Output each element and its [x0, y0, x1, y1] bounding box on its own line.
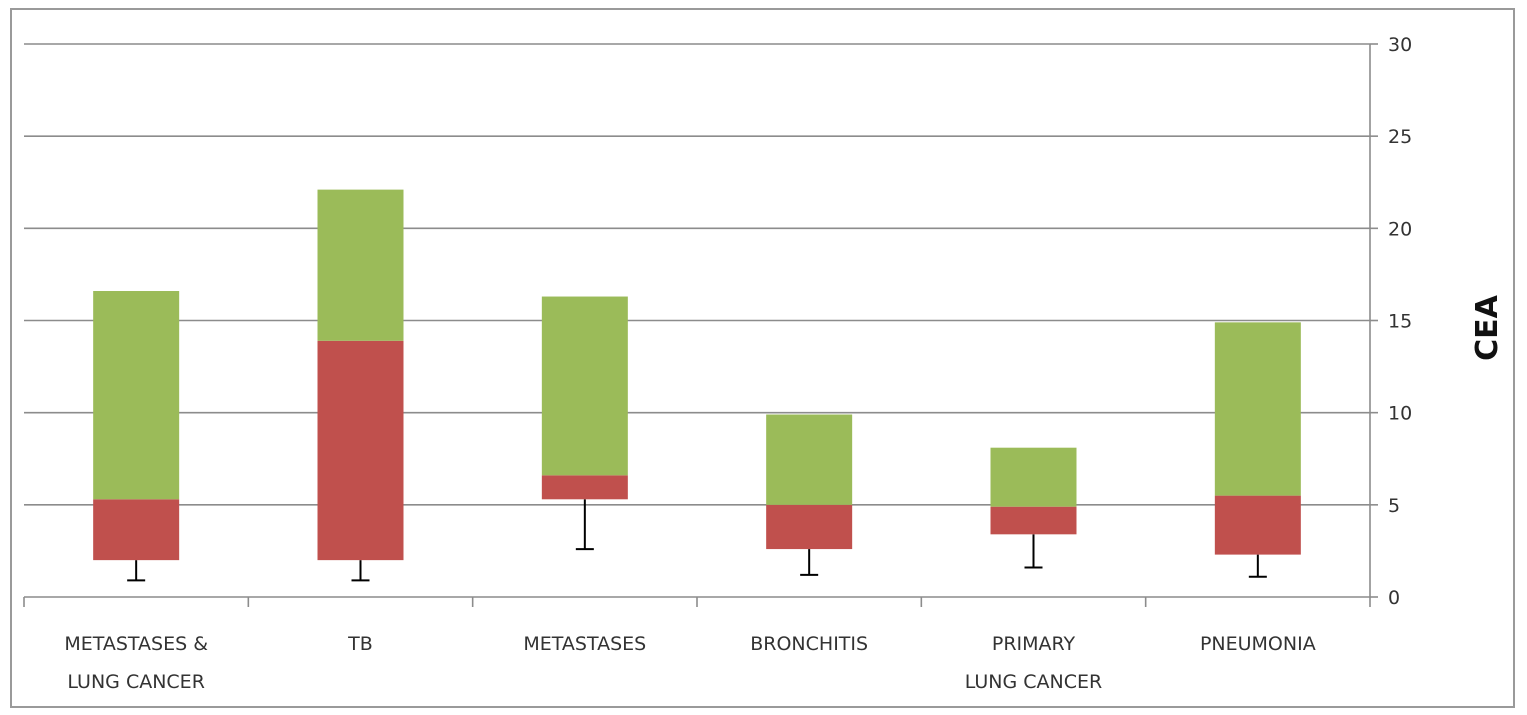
- y-tick-label: 5: [1388, 495, 1400, 517]
- category-label: LUNG CANCER: [965, 671, 1102, 693]
- y-tick-label: 20: [1388, 218, 1412, 240]
- category-label: PNEUMONIA: [1200, 633, 1316, 655]
- box-lower-segment: [1214, 495, 1301, 555]
- y-tick-label: 15: [1388, 311, 1412, 333]
- category-label: TB: [347, 633, 373, 655]
- box-upper-segment: [317, 189, 404, 341]
- grid-layer: [24, 43, 1370, 506]
- category-label: LUNG CANCER: [67, 671, 204, 693]
- category-label: BRONCHITIS: [750, 633, 868, 655]
- box-upper-segment: [93, 291, 180, 500]
- box-lower-segment: [93, 499, 180, 561]
- box-lower-segment: [766, 504, 853, 550]
- box-lower-segment: [317, 340, 404, 561]
- category-label: METASTASES &: [64, 633, 208, 655]
- y-tick-label: 0: [1388, 587, 1400, 609]
- category-label: METASTASES: [523, 633, 646, 655]
- chart-frame: 0 5 10 15 20 25 30 METASTASES & LUNG CANCER TB MET…: [10, 8, 1515, 708]
- bar-layer: [93, 189, 1301, 582]
- box-upper-segment: [541, 296, 628, 476]
- box-upper-segment: [990, 447, 1077, 507]
- box-upper-segment: [1214, 322, 1301, 496]
- category-label: PRIMARY: [992, 633, 1076, 655]
- y-axis-label: CEA: [1470, 294, 1505, 361]
- y-tick-label: 30: [1388, 34, 1412, 56]
- axis-layer: 0 5 10 15 20 25 30 METASTASES & LUNG CANCER TB MET…: [23, 34, 1412, 693]
- box-lower-segment: [990, 506, 1077, 535]
- y-tick-label: 10: [1388, 403, 1412, 425]
- box-upper-segment: [766, 414, 853, 505]
- cea-box-chart: 0 5 10 15 20 25 30 METASTASES & LUNG CANCER TB MET…: [23, 34, 1505, 693]
- box-lower-segment: [541, 475, 628, 500]
- y-tick-label: 25: [1388, 126, 1412, 148]
